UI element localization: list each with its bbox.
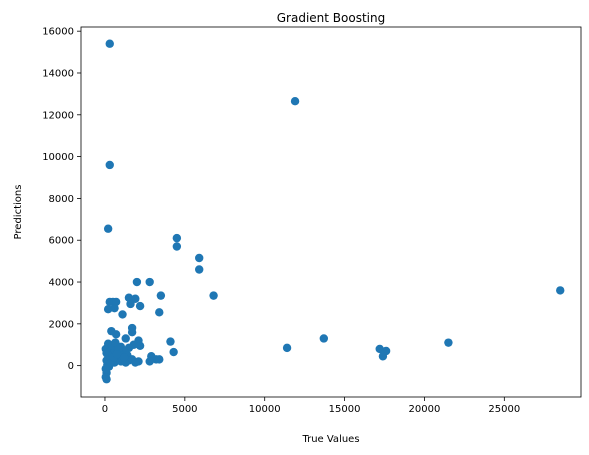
- data-point: [155, 355, 164, 364]
- data-point: [102, 375, 111, 384]
- data-point: [131, 358, 140, 367]
- data-point: [145, 277, 154, 287]
- data-point: [172, 242, 182, 251]
- data-point: [290, 97, 300, 106]
- y-axis-label: Predictions: [13, 185, 24, 240]
- x-tick-label: 25000: [488, 404, 520, 415]
- y-axis-ticks: 0 2000 4000 6000 8000 10000 12000 14000 16000: [42, 27, 81, 372]
- data-point: [111, 297, 121, 307]
- data-point: [103, 224, 113, 233]
- data-point: [126, 299, 135, 309]
- data-point: [105, 160, 114, 170]
- y-tick-label: 10000: [42, 152, 74, 163]
- x-axis-label: True Values: [301, 434, 359, 445]
- y-tick-label: 6000: [49, 236, 74, 247]
- data-point: [375, 344, 384, 354]
- data-point: [195, 265, 204, 274]
- x-tick-label: 0: [102, 404, 108, 415]
- data-point: [135, 301, 145, 311]
- data-point: [444, 338, 453, 347]
- data-point: [121, 334, 130, 343]
- data-point: [195, 253, 204, 263]
- data-point: [135, 341, 145, 350]
- data-point: [209, 291, 218, 300]
- x-tick-label: 10000: [249, 404, 281, 415]
- data-point: [105, 39, 114, 48]
- chart-title: Gradient Boosting: [277, 11, 385, 25]
- y-tick-label: 4000: [49, 278, 74, 289]
- plot-area: [80, 26, 582, 398]
- data-point: [112, 349, 122, 359]
- y-tick-label: 8000: [49, 194, 74, 205]
- x-tick-label: 5000: [172, 404, 197, 415]
- data-point: [319, 334, 329, 343]
- data-point: [156, 291, 166, 300]
- data-point: [172, 233, 182, 243]
- data-point: [132, 277, 142, 287]
- data-point: [103, 305, 113, 314]
- data-point: [556, 286, 565, 295]
- data-points: [101, 39, 565, 384]
- data-point: [111, 330, 121, 339]
- y-tick-label: 0: [68, 361, 74, 372]
- data-point: [166, 337, 175, 346]
- y-tick-label: 2000: [49, 319, 74, 330]
- data-point: [155, 308, 164, 317]
- data-point: [119, 353, 129, 362]
- x-tick-label: 20000: [409, 404, 441, 415]
- y-tick-label: 16000: [42, 27, 74, 38]
- data-point: [378, 352, 388, 361]
- data-point: [282, 343, 292, 353]
- data-point: [111, 338, 120, 347]
- data-point: [110, 303, 119, 313]
- data-point: [118, 310, 127, 319]
- x-tick-label: 15000: [329, 404, 361, 415]
- data-point: [145, 357, 154, 366]
- y-tick-label: 14000: [42, 68, 74, 79]
- data-point: [127, 328, 137, 337]
- data-point: [169, 347, 178, 357]
- x-axis-ticks: 0 5000 10000 15000 20000 25000: [102, 397, 520, 415]
- y-tick-label: 12000: [42, 110, 74, 121]
